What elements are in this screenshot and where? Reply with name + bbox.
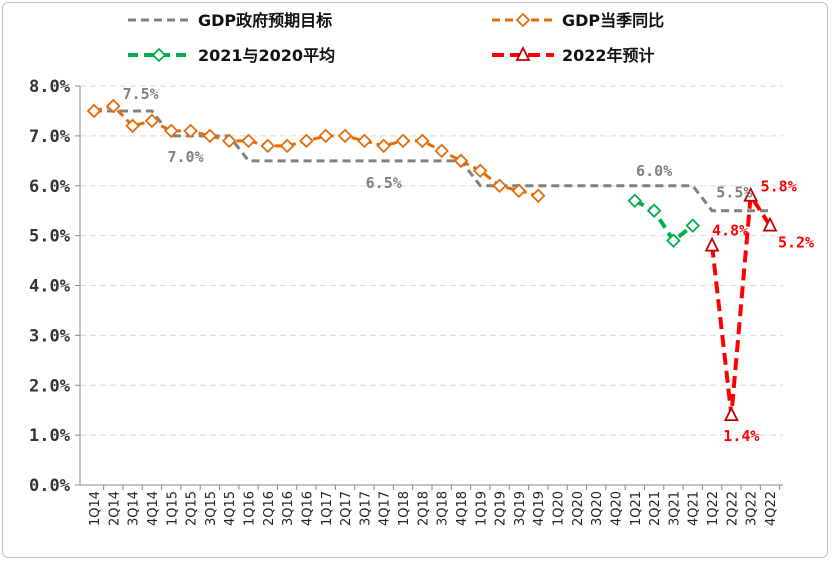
data-point-diamond xyxy=(395,133,411,149)
legend-marker-triangle xyxy=(515,45,531,61)
x-tick-label: 4Q19 xyxy=(532,491,547,526)
x-tick-label: 2Q17 xyxy=(339,491,354,526)
data-point-diamond xyxy=(453,153,469,169)
data-point-triangle xyxy=(704,236,720,252)
x-tick-label: 1Q21 xyxy=(629,491,644,526)
data-point-triangle xyxy=(743,186,759,202)
data-point-diamond xyxy=(666,233,681,248)
x-tick-label: 3Q14 xyxy=(127,491,142,526)
y-tick-label: 6.0% xyxy=(29,177,71,197)
series-line-1 xyxy=(93,104,539,198)
data-label: 5.2% xyxy=(778,234,814,252)
x-tick-label: 1Q22 xyxy=(706,491,721,526)
y-tick-label: 5.0% xyxy=(29,227,71,247)
data-label: 1.4% xyxy=(723,427,759,445)
data-point-diamond xyxy=(221,133,237,149)
x-tick-label: 2Q16 xyxy=(262,491,277,526)
y-tick-label: 7.0% xyxy=(29,127,71,147)
x-tick-label: 2Q20 xyxy=(571,491,586,526)
x-tick-label: 3Q17 xyxy=(358,491,373,526)
x-tick-label: 4Q20 xyxy=(609,491,624,526)
y-tick-label: 1.0% xyxy=(29,426,71,446)
data-point-diamond xyxy=(318,128,334,144)
data-point-diamond xyxy=(415,133,430,149)
data-point-diamond xyxy=(299,133,314,149)
data-point-diamond xyxy=(241,133,256,149)
x-tick-label: 4Q22 xyxy=(764,491,779,526)
x-tick-label: 1Q17 xyxy=(320,491,335,526)
x-tick-label: 1Q19 xyxy=(474,491,489,526)
legend-label: 2021与2020平均 xyxy=(198,46,335,65)
x-tick-label: 1Q15 xyxy=(165,491,180,526)
x-tick-label: 3Q20 xyxy=(590,491,605,526)
x-tick-label: 3Q21 xyxy=(667,491,682,526)
data-point-diamond xyxy=(376,138,391,154)
data-point-diamond xyxy=(492,178,507,194)
data-point-diamond xyxy=(106,98,121,114)
y-tick-label: 4.0% xyxy=(29,277,71,297)
data-point-diamond xyxy=(163,123,179,139)
legend-label: GDP当季同比 xyxy=(562,11,664,30)
series-line-2 xyxy=(633,198,694,244)
data-label: 6.0% xyxy=(636,162,672,180)
x-tick-label: 2Q19 xyxy=(494,491,509,526)
x-tick-label: 4Q18 xyxy=(455,491,470,526)
legend-marker-diamond xyxy=(151,47,167,63)
x-tick-label: 2Q21 xyxy=(648,491,663,526)
data-label: 7.0% xyxy=(168,148,204,166)
x-tick-label: 1Q14 xyxy=(88,491,103,526)
data-label: 6.5% xyxy=(366,174,402,192)
x-tick-label: 1Q18 xyxy=(397,491,412,526)
data-point-diamond xyxy=(357,133,372,149)
x-tick-label: 4Q16 xyxy=(300,491,315,526)
data-point-diamond xyxy=(144,113,160,129)
series-line-3 xyxy=(710,189,772,416)
x-tick-label: 2Q15 xyxy=(185,491,200,526)
data-label: 5.8% xyxy=(761,178,797,196)
y-tick-label: 3.0% xyxy=(29,326,71,346)
x-tick-label: 3Q19 xyxy=(513,491,528,526)
y-tick-label: 2.0% xyxy=(29,376,71,396)
legend-marker-diamond xyxy=(515,12,531,28)
x-tick-label: 4Q14 xyxy=(146,491,161,526)
x-tick-label: 2Q14 xyxy=(107,491,122,526)
data-point-diamond xyxy=(473,163,488,179)
data-label: 4.8% xyxy=(712,222,748,240)
legend-label: 2022年预计 xyxy=(562,46,655,65)
data-point-triangle xyxy=(762,216,778,232)
data-label: 7.5% xyxy=(123,85,159,103)
x-tick-label: 3Q15 xyxy=(204,491,219,526)
x-tick-label: 1Q20 xyxy=(552,491,567,526)
data-point-diamond xyxy=(183,123,198,139)
x-tick-label: 2Q18 xyxy=(416,491,431,526)
data-point-diamond xyxy=(434,143,449,159)
data-label: 5.5% xyxy=(716,184,752,202)
data-point-diamond xyxy=(279,138,295,154)
x-tick-label: 4Q15 xyxy=(223,491,238,526)
data-point-triangle xyxy=(723,406,739,422)
data-point-diamond xyxy=(627,193,643,208)
data-point-diamond xyxy=(125,118,140,134)
data-point-diamond xyxy=(646,203,662,218)
data-point-diamond xyxy=(685,218,701,233)
data-point-diamond xyxy=(511,183,527,199)
x-tick-label: 3Q22 xyxy=(745,491,760,526)
y-tick-label: 8.0% xyxy=(29,77,71,97)
x-tick-label: 2Q22 xyxy=(725,491,740,526)
data-point-diamond xyxy=(202,128,218,144)
x-tick-label: 3Q18 xyxy=(436,491,451,526)
data-point-diamond xyxy=(260,138,276,154)
legend-label: GDP政府预期目标 xyxy=(198,11,332,30)
data-point-diamond xyxy=(86,103,102,119)
data-point-diamond xyxy=(337,128,353,144)
x-tick-label: 4Q21 xyxy=(687,491,702,526)
x-tick-label: 4Q17 xyxy=(378,491,393,526)
x-tick-label: 1Q16 xyxy=(243,491,258,526)
y-tick-label: 0.0% xyxy=(29,476,71,496)
x-tick-label: 3Q16 xyxy=(281,491,296,526)
data-point-diamond xyxy=(530,188,546,203)
